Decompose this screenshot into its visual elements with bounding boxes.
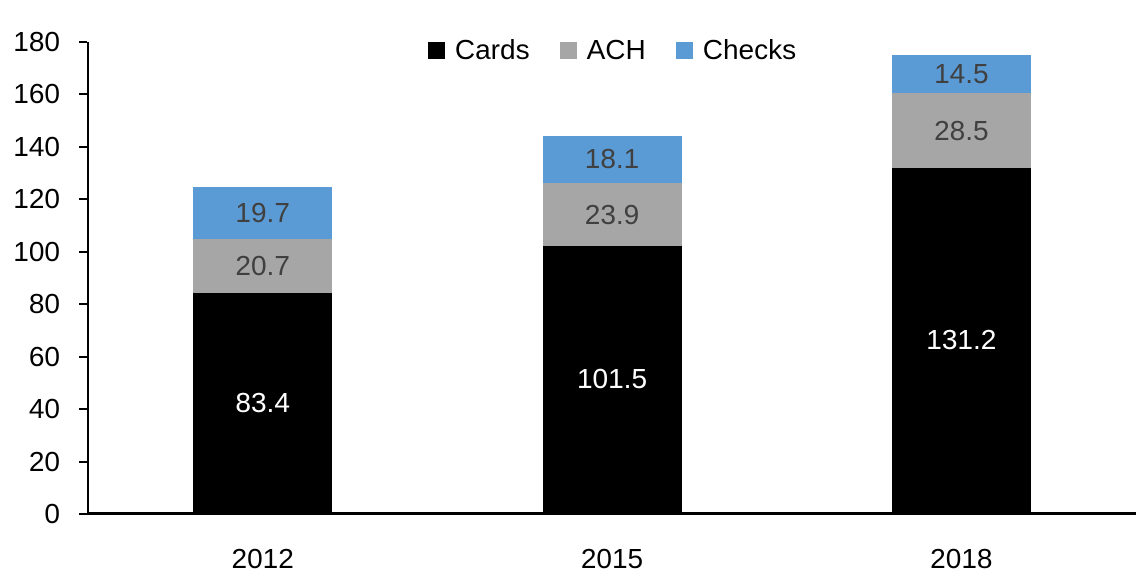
y-axis-tick-label: 80 bbox=[28, 288, 60, 320]
bar-segment-checks: 19.7 bbox=[193, 187, 333, 240]
legend-label: ACH bbox=[586, 34, 646, 65]
bar-value-label: 20.7 bbox=[235, 250, 290, 282]
legend-item-checks: Checks bbox=[675, 34, 797, 65]
bar-segment-cards: 83.4 bbox=[193, 293, 333, 512]
x-axis-category-label: 2012 bbox=[231, 543, 294, 574]
bar-segment-cards: 131.2 bbox=[891, 167, 1031, 512]
legend-item-ach: ACH bbox=[559, 34, 646, 65]
y-axis-tick bbox=[79, 198, 87, 201]
y-axis-tick bbox=[79, 460, 87, 463]
legend-swatch-icon bbox=[559, 41, 577, 59]
y-axis-tick-label: 140 bbox=[13, 130, 60, 162]
y-axis-tick-label: 180 bbox=[13, 26, 60, 57]
x-axis-category-label: 2018 bbox=[930, 543, 993, 574]
y-axis-line bbox=[87, 42, 89, 515]
bar-value-label: 131.2 bbox=[926, 323, 997, 355]
bar-segment-ach: 28.5 bbox=[891, 93, 1031, 168]
legend-label: Checks bbox=[702, 34, 797, 65]
legend-swatch-icon bbox=[675, 41, 693, 59]
y-axis-tick bbox=[79, 93, 87, 96]
y-axis-tick bbox=[79, 250, 87, 253]
y-axis-tick-label: 40 bbox=[28, 393, 60, 425]
x-axis-category-label: 2015 bbox=[580, 543, 644, 574]
y-axis-tick-label: 160 bbox=[13, 78, 60, 110]
y-axis-tick bbox=[79, 145, 87, 148]
y-axis-tick bbox=[79, 41, 87, 43]
bar-value-label: 19.7 bbox=[235, 197, 290, 229]
bar-segment-checks: 18.1 bbox=[542, 135, 682, 184]
y-axis-tick bbox=[79, 355, 87, 358]
bar-value-label: 101.5 bbox=[576, 362, 648, 394]
bar-segment-checks: 14.5 bbox=[891, 55, 1031, 94]
x-axis-line bbox=[87, 512, 1136, 515]
y-axis-tick-label: 100 bbox=[13, 235, 60, 267]
bar-value-label: 14.5 bbox=[934, 58, 989, 90]
legend-swatch-icon bbox=[427, 41, 445, 59]
legend-item-cards: Cards bbox=[427, 34, 530, 65]
y-axis-tick bbox=[79, 408, 87, 411]
bar-segment-ach: 23.9 bbox=[542, 183, 682, 246]
bar-segment-cards: 101.5 bbox=[542, 245, 682, 512]
y-axis-tick-label: 0 bbox=[44, 498, 60, 529]
bar-value-label: 18.1 bbox=[584, 143, 640, 175]
y-axis-tick bbox=[79, 513, 87, 515]
y-axis-tick-label: 60 bbox=[28, 340, 60, 372]
legend: Cards ACH Checks bbox=[88, 36, 1136, 64]
bar-segment-ach: 20.7 bbox=[193, 239, 333, 294]
bar-value-label: 23.9 bbox=[584, 198, 640, 230]
legend-label: Cards bbox=[454, 34, 530, 65]
bar-value-label: 83.4 bbox=[235, 386, 290, 418]
bar-value-label: 28.5 bbox=[934, 114, 989, 146]
y-axis-tick bbox=[79, 303, 87, 306]
y-axis-tick-label: 120 bbox=[13, 183, 60, 215]
y-axis-tick-label: 20 bbox=[28, 445, 60, 477]
